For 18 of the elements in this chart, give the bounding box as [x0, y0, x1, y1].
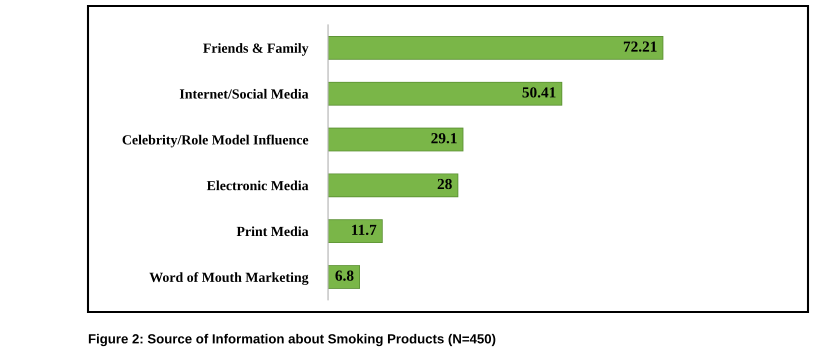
caption: Figure 2: Source of Information about Smoking Products (N=450) — [88, 334, 496, 346]
data-label: 11.7 — [352, 224, 376, 236]
bar — [328, 82, 562, 106]
y-tick-label: Print Media — [236, 226, 308, 236]
bar — [328, 36, 664, 60]
data-label: 29.1 — [431, 133, 457, 144]
y-tick-label: Friends & Family — [203, 43, 308, 56]
data-label: 6.8 — [335, 270, 354, 281]
bar — [328, 219, 383, 244]
y-tick-label: Internet/Social Media — [180, 88, 308, 99]
data-label: 72.21 — [624, 41, 657, 52]
y-tick-label: Celebrity/Role Model Influence — [122, 134, 308, 148]
data-label: 50.41 — [522, 87, 556, 98]
data-label: 28 — [438, 178, 452, 190]
y-tick-label: Word of Mouth Marketing — [149, 272, 308, 285]
bar — [328, 173, 458, 198]
bar — [328, 128, 464, 152]
y-tick-label: Electronic Media — [206, 180, 308, 190]
